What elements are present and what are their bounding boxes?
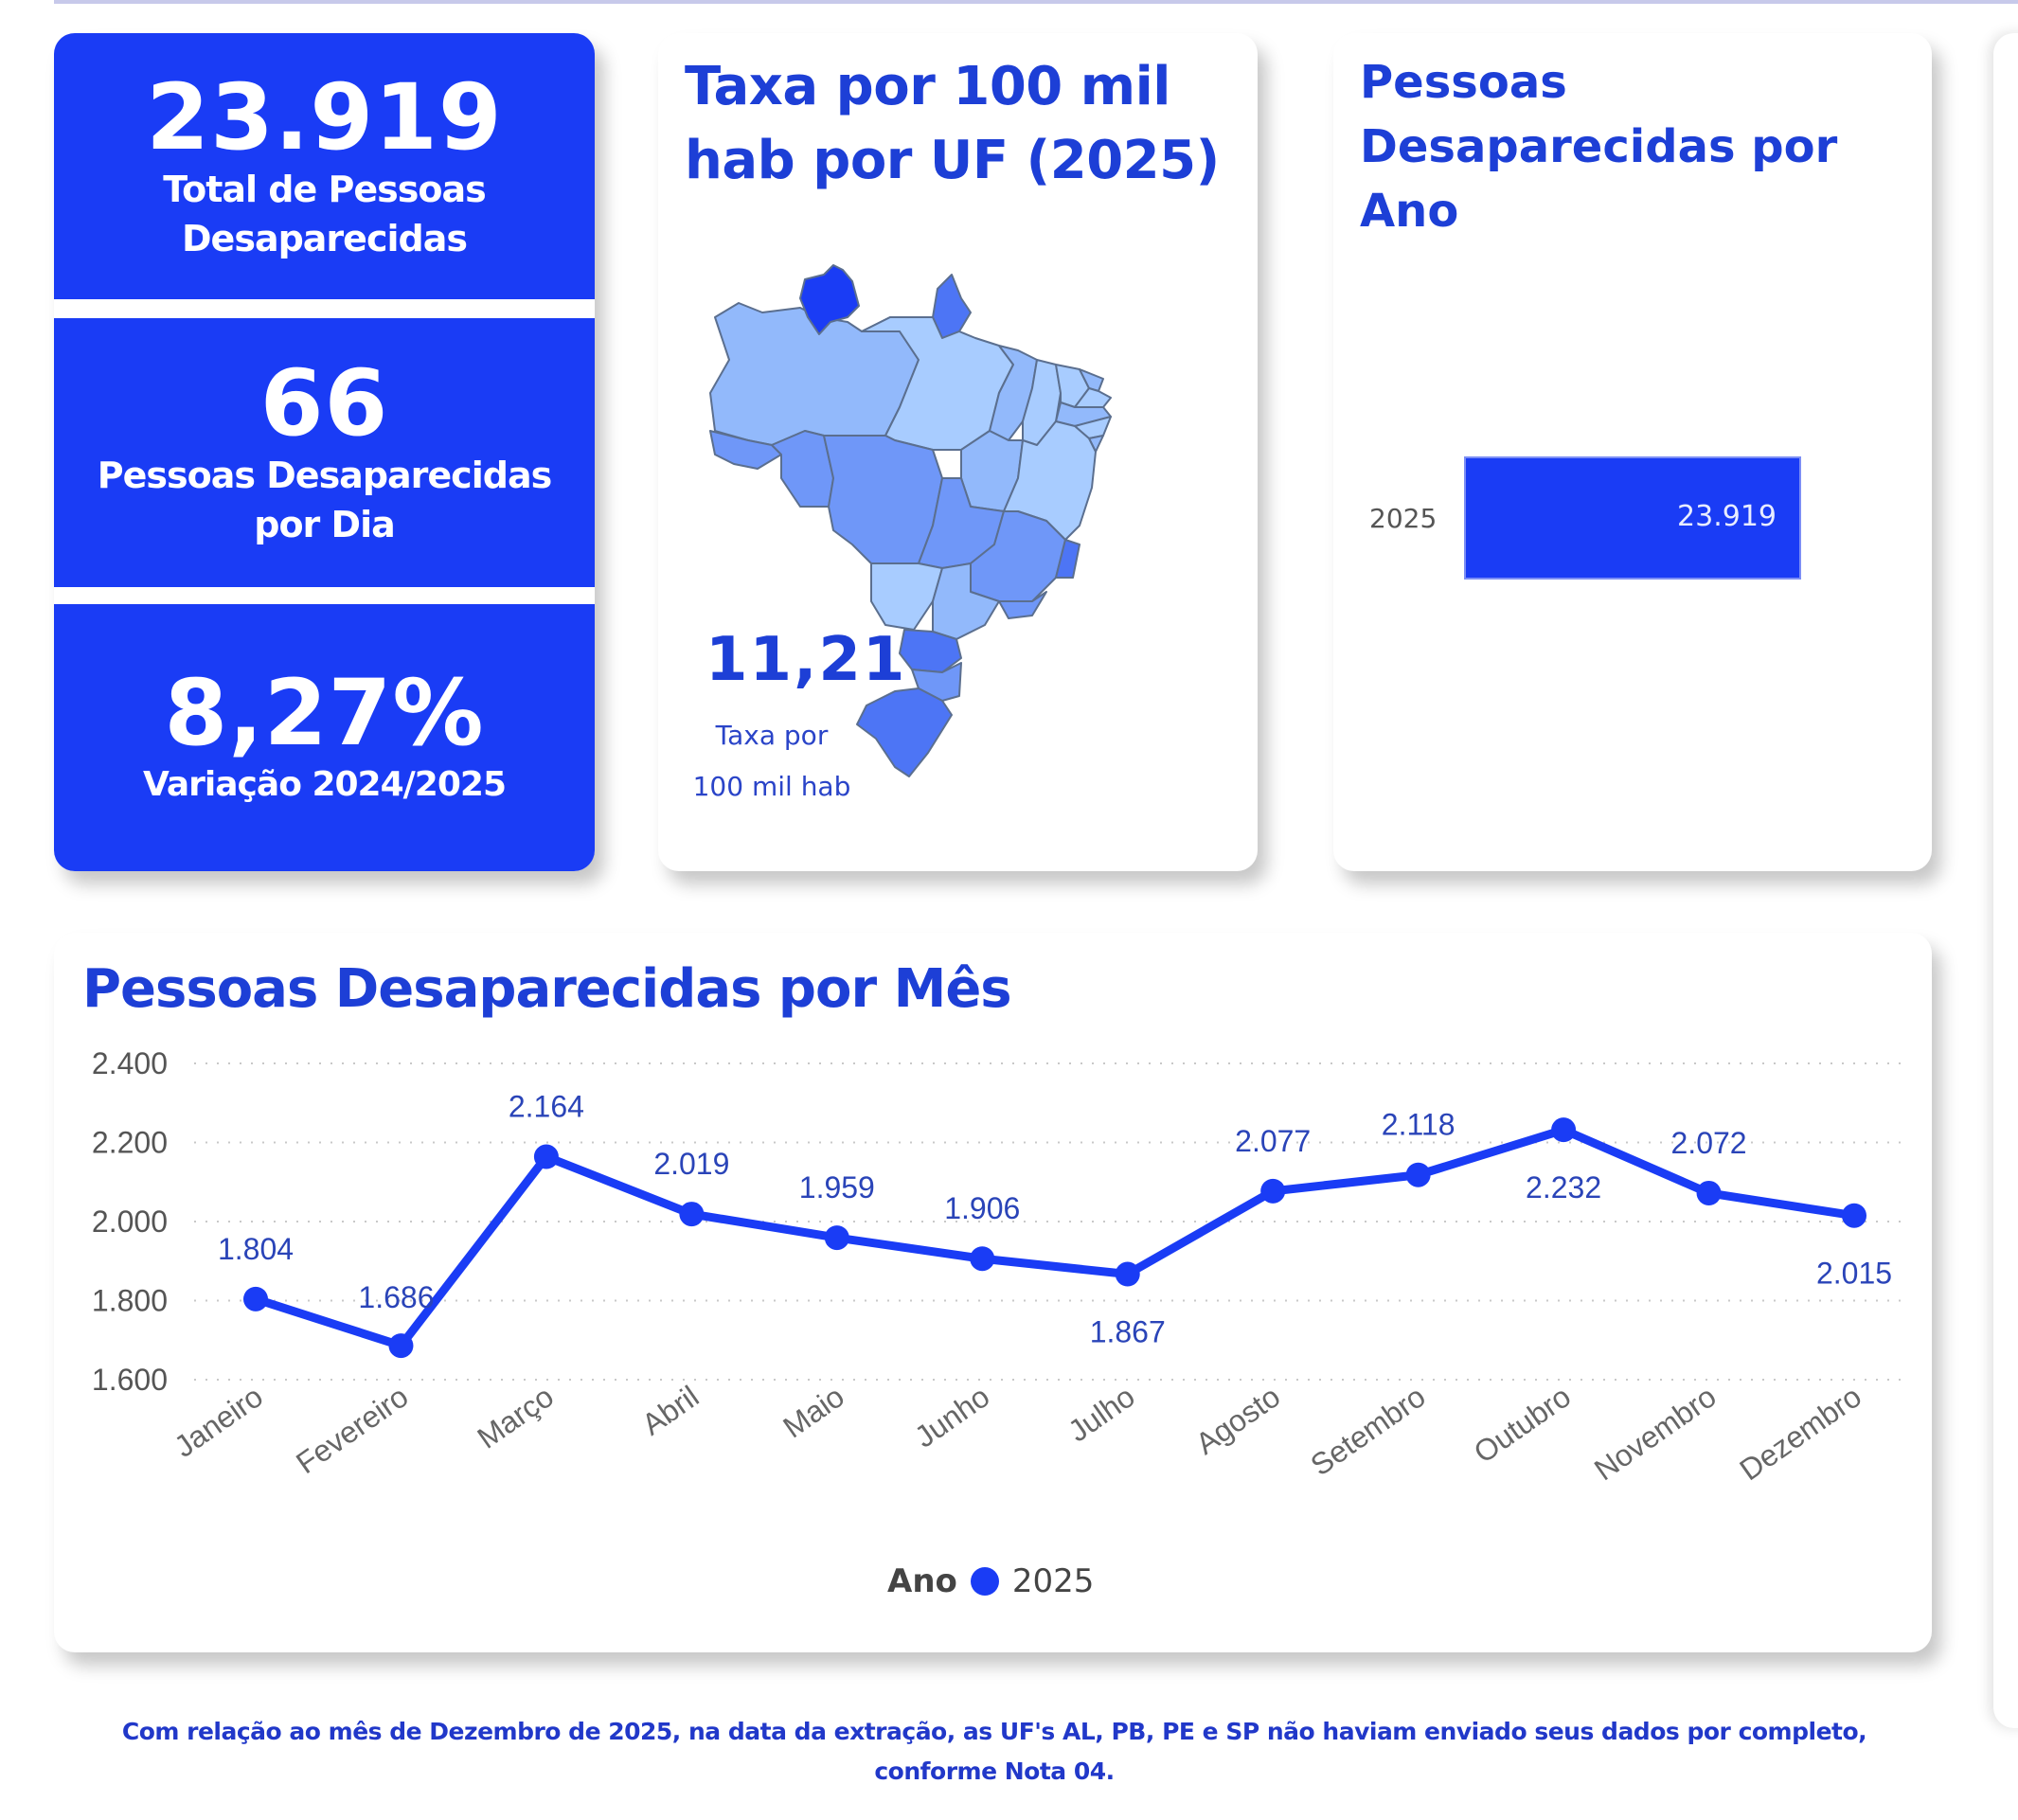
- kpi-total: 23.919 Total de Pessoas Desaparecidas: [54, 33, 595, 299]
- data-point[interactable]: [824, 1225, 849, 1251]
- data-label: 1.959: [799, 1170, 875, 1204]
- map-card: Taxa por 100 mil hab por UF (2025): [658, 33, 1258, 871]
- year-bar[interactable]: 23.919: [1464, 456, 1801, 580]
- kpi-total-label: Total de Pessoas Desaparecidas: [163, 168, 486, 259]
- state-rj: [998, 591, 1047, 619]
- state-rr: [799, 264, 860, 335]
- data-label: 1.906: [944, 1191, 1020, 1225]
- state-ma: [989, 345, 1038, 441]
- data-label: 2.118: [1382, 1108, 1455, 1142]
- data-label: 2.077: [1235, 1124, 1311, 1158]
- monthly-line-card: Pessoas Desaparecidas por Mês 2.400 2.200…: [54, 933, 1932, 1652]
- state-ac: [709, 430, 782, 470]
- data-point[interactable]: [970, 1246, 995, 1272]
- legend-series-label[interactable]: 2025: [1011, 1562, 1095, 1600]
- legend-title: Ano: [887, 1562, 957, 1600]
- kpi-variation-value: 8,27%: [164, 660, 485, 766]
- year-bar-card: Pessoas Desaparecidas por Ano 2025 23.91…: [1333, 33, 1932, 871]
- chart-legend: Ano 2025: [887, 1562, 1094, 1600]
- brazil-choropleth-map[interactable]: [658, 33, 1258, 871]
- data-label: 2.164: [509, 1090, 584, 1124]
- kpi-variation: 8,27% Variação 2024/2025: [54, 604, 595, 871]
- data-point[interactable]: [1115, 1261, 1140, 1287]
- data-point[interactable]: [533, 1144, 559, 1169]
- kpi-per-day-value: 66: [259, 350, 389, 456]
- state-rs: [856, 687, 953, 777]
- monthly-line-chart[interactable]: 2.400 2.200 2.000 1.800 1.600 1.804 1.686 2.164…: [54, 933, 1932, 1652]
- x-tick-label: Junho: [908, 1379, 995, 1454]
- data-label: 1.686: [358, 1280, 434, 1314]
- x-tick-label: Maio: [777, 1379, 849, 1444]
- kpi-total-value: 23.919: [146, 63, 503, 170]
- data-label: 2.072: [1671, 1126, 1747, 1160]
- map-rate-label-line1: Taxa por: [715, 720, 829, 751]
- x-tick-label: Outubro: [1468, 1379, 1577, 1470]
- right-edge-panel: [1993, 33, 2018, 1728]
- data-point[interactable]: [1551, 1117, 1577, 1143]
- x-tick-label: Novembro: [1588, 1379, 1723, 1487]
- map-rate-label-line2: 100 mil hab: [692, 771, 851, 802]
- state-sp: [932, 562, 1000, 640]
- state-mt: [823, 435, 943, 564]
- y-tick-label: 2.200: [92, 1126, 168, 1160]
- kpi-card: 23.919 Total de Pessoas Desaparecidas 66…: [54, 33, 595, 871]
- data-point[interactable]: [1405, 1162, 1431, 1187]
- year-axis-label: 2025: [1369, 503, 1438, 534]
- x-tick-label: Setembro: [1304, 1379, 1431, 1482]
- x-tick-label: Março: [471, 1379, 559, 1454]
- x-tick-label: Abril: [635, 1379, 705, 1441]
- kpi-variation-label: Variação 2024/2025: [142, 765, 507, 804]
- line-card-title: Pessoas Desaparecidas por Mês: [82, 958, 1012, 1020]
- map-title: Taxa por 100 mil hab por UF (2025): [685, 56, 1220, 191]
- top-border: [54, 0, 2018, 4]
- series-line-2025: [254, 1125, 1855, 1350]
- map-rate-value: 11,21: [705, 625, 907, 695]
- y-tick-label: 2.000: [92, 1204, 168, 1239]
- year-card-title: Pessoas Desaparecidas por Ano: [1360, 56, 1838, 238]
- state-ro: [771, 430, 834, 508]
- x-tick-label: Julho: [1062, 1379, 1140, 1448]
- data-label: 1.867: [1090, 1315, 1166, 1349]
- x-tick-label: Fevereiro: [290, 1379, 414, 1480]
- data-point[interactable]: [388, 1333, 414, 1359]
- x-tick-label: Dezembro: [1733, 1379, 1867, 1487]
- x-tick-label: Agosto: [1189, 1379, 1286, 1461]
- data-label: 1.804: [218, 1232, 294, 1266]
- data-point[interactable]: [243, 1286, 268, 1311]
- data-point[interactable]: [1260, 1178, 1286, 1204]
- y-tick-label: 2.400: [92, 1046, 168, 1080]
- kpi-per-day-label: Pessoas Desaparecidas por Dia: [97, 455, 552, 545]
- state-ms: [870, 562, 943, 631]
- state-es: [1055, 539, 1080, 579]
- y-tick-label: 1.800: [92, 1284, 168, 1318]
- data-label: 2.232: [1526, 1170, 1601, 1204]
- x-tick-label: Janeiro: [168, 1379, 269, 1464]
- y-tick-label: 1.600: [92, 1363, 168, 1397]
- data-point[interactable]: [1696, 1180, 1722, 1205]
- footnote: Com relação ao mês de Dezembro de 2025, …: [121, 1718, 1867, 1785]
- legend-dot-icon: [970, 1567, 999, 1596]
- map-rate-label: Taxa por 100 mil hab: [677, 710, 866, 812]
- data-label: 2.019: [653, 1147, 729, 1181]
- kpi-per-day: 66 Pessoas Desaparecidas por Dia: [54, 318, 595, 587]
- data-point[interactable]: [1842, 1203, 1866, 1228]
- year-bar-value: 23.919: [1677, 500, 1777, 533]
- state-pr: [899, 629, 962, 673]
- data-point[interactable]: [679, 1202, 705, 1227]
- data-label: 2.015: [1816, 1257, 1892, 1291]
